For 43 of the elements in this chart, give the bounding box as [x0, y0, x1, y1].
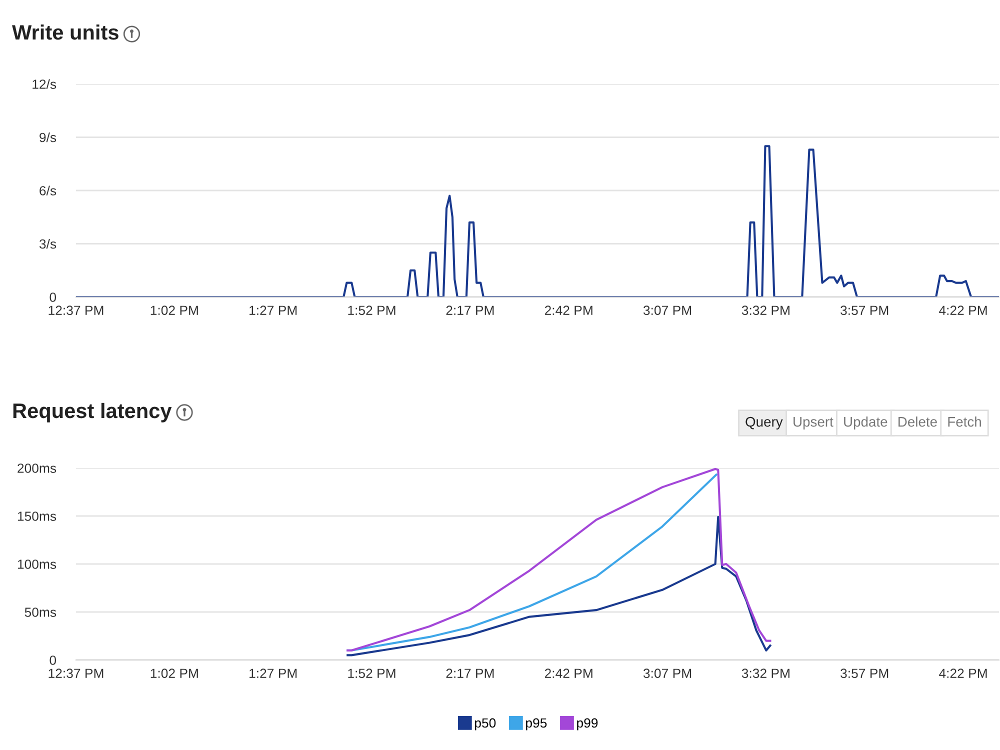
y-tick-label: 50ms [24, 608, 56, 617]
x-tick-label: 2:42 PM [544, 668, 592, 678]
x-tick-label: 12:37 PM [48, 306, 104, 316]
x-tick-label: 2:42 PM [544, 306, 592, 315]
x-tick-label: 3:32 PM [742, 668, 790, 678]
y-tick-label: 12/s [32, 79, 56, 89]
y-tick-label: 9/s [40, 132, 56, 142]
y-tick-label: 200ms [18, 464, 56, 473]
y-tick-label: 0 [50, 292, 56, 302]
legend-label: p99 [577, 718, 598, 730]
y-tick-label: 150ms [18, 512, 56, 521]
x-tick-label: 1:27 PM [250, 668, 297, 678]
legend-label: p50 [474, 718, 496, 730]
x-tick-label: 4:22 PM [939, 306, 987, 315]
x-tick-label: 3:07 PM [643, 306, 691, 316]
x-tick-label: 1:02 PM [150, 306, 198, 316]
x-tick-label: 1:27 PM [250, 306, 297, 315]
chart-title: Request latency [13, 402, 172, 422]
x-tick-label: 1:02 PM [150, 668, 198, 678]
x-tick-label: 4:22 PM [939, 668, 987, 678]
x-tick-label: 1:52 PM [348, 668, 396, 678]
text: Delete [898, 416, 937, 427]
y-tick-label: 6/s [40, 186, 56, 196]
y-tick-label: 3/s [39, 238, 56, 249]
y-tick-label: 0 [50, 656, 56, 665]
text: Upsert [794, 417, 834, 430]
text: Update [844, 416, 888, 430]
legend-label: p95 [526, 718, 547, 730]
x-tick-label: 2:17 PM [446, 668, 494, 678]
x-tick-label: 3:32 PM [742, 306, 790, 316]
text: Query [746, 416, 783, 430]
line-series [346, 516, 772, 656]
chart-title: Write units [12, 24, 118, 40]
x-tick-label: 3:57 PM [840, 668, 888, 678]
x-tick-label: 12:37 PM [48, 668, 104, 678]
x-tick-label: 2:17 PM [446, 306, 494, 315]
text: Fetch [948, 416, 981, 427]
x-tick-label: 3:57 PM [840, 306, 888, 316]
line-series [76, 145, 999, 297]
x-tick-label: 3:07 PM [643, 668, 691, 678]
line-series [346, 468, 772, 652]
y-tick-label: 100ms [18, 560, 56, 569]
x-tick-label: 1:52 PM [348, 306, 396, 316]
